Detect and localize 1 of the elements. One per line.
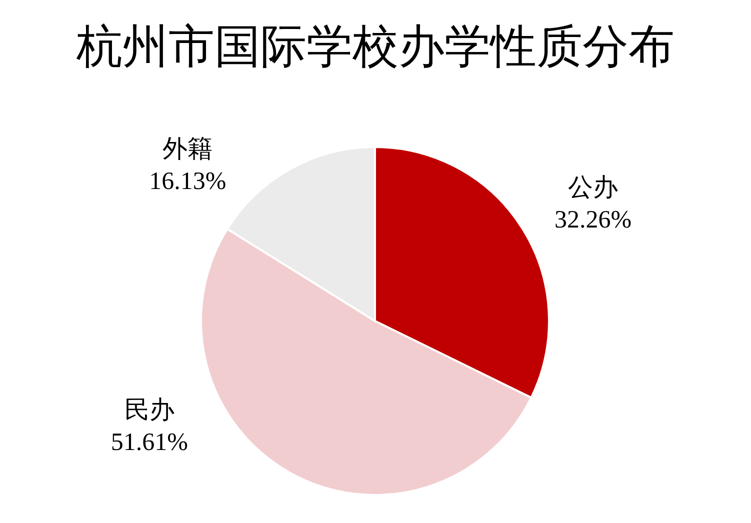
title: 杭州市国际学校办学性质分布 xyxy=(76,21,674,72)
